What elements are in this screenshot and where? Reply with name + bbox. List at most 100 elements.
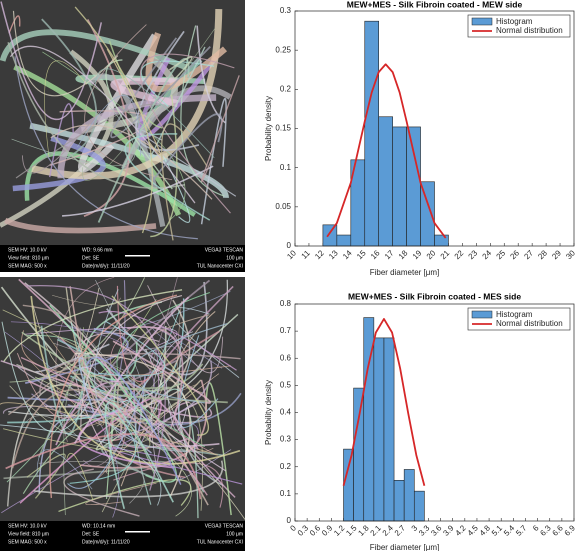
fiber — [145, 32, 228, 93]
plot-area — [295, 304, 574, 521]
sem-image: SEM HV: 10.0 kV WD: 9.66 mm VEGA3 TESCAN Vi… — [0, 0, 245, 272]
bar — [343, 448, 354, 522]
x-axis-label: Fiber diameter [μm] — [370, 543, 440, 551]
x-tick-label: 24 — [481, 248, 494, 261]
fiber — [16, 353, 92, 419]
info-text: VEGA3 TESCAN — [205, 247, 244, 253]
x-tick-label: 21 — [439, 248, 452, 261]
y-axis-label: Probability density — [264, 380, 273, 445]
fiber — [0, 402, 219, 456]
info-bar — [0, 521, 245, 551]
fiber — [40, 325, 86, 435]
bar — [406, 126, 421, 247]
x-tick-label: 20 — [425, 248, 438, 261]
plot-frame — [294, 10, 575, 247]
fiber — [106, 48, 161, 156]
fiber — [78, 408, 175, 469]
x-tick-label: 0 — [288, 523, 298, 533]
fiber — [8, 15, 21, 34]
fiber — [42, 51, 186, 221]
legend-box — [467, 14, 571, 38]
fiber — [168, 56, 193, 81]
fiber — [94, 68, 215, 159]
fiber — [4, 331, 120, 518]
legend-swatch — [471, 310, 493, 319]
y-tick-label: 0.05 — [275, 202, 291, 211]
fiber — [0, 29, 188, 71]
legend-box — [467, 307, 571, 331]
fiber — [84, 24, 173, 181]
fiber — [60, 383, 199, 433]
info-text: 100 μm — [226, 531, 243, 537]
legend-swatch — [471, 17, 493, 26]
fiber — [82, 28, 216, 181]
info-text: VEGA3 TESCAN — [205, 523, 244, 529]
x-tick-label: 29 — [550, 248, 563, 261]
fiber — [150, 331, 194, 471]
y-tick-label: 0.1 — [280, 163, 292, 172]
x-tick-label: 22 — [453, 248, 466, 261]
fiber — [137, 56, 218, 141]
fiber — [116, 292, 210, 448]
y-tick-label: 0.3 — [280, 435, 292, 444]
y-tick-label: 0.2 — [280, 462, 292, 471]
bar — [392, 126, 407, 247]
y-tick-label: 0 — [287, 241, 292, 250]
fiber — [116, 380, 209, 506]
fiber — [127, 326, 184, 430]
info-text: TUL Nanocenter CXI — [197, 263, 243, 269]
fiber — [52, 294, 121, 306]
fiber — [171, 307, 240, 378]
fiber — [83, 18, 131, 218]
fiber — [108, 330, 220, 479]
fiber — [8, 279, 228, 417]
fiber — [149, 349, 160, 436]
fiber — [14, 56, 198, 240]
x-tick-label: 27 — [522, 248, 535, 261]
x-tick-label: 11 — [300, 248, 313, 261]
info-text: TUL Nanocenter CXI — [197, 539, 243, 545]
bar — [373, 337, 385, 522]
scale-bar — [125, 531, 150, 533]
fiber — [3, 289, 183, 363]
bar — [434, 234, 449, 247]
sem-image: SEM HV: 10.0 kV WD: 10.14 mm VEGA3 TESCAN V… — [0, 276, 246, 551]
bar — [378, 116, 393, 247]
y-tick-label: 0.8 — [280, 299, 292, 308]
y-axis-label: Probability density — [264, 96, 273, 161]
chart-title: MEW+MES - Silk Fibroin coated - MES side — [348, 291, 521, 301]
x-tick-label: 30 — [564, 248, 577, 261]
fiber — [124, 133, 211, 221]
y-tick-label: 0.3 — [280, 6, 292, 15]
bar — [364, 20, 379, 247]
fiber — [78, 357, 95, 413]
info-text: SEM MAG: 500 x — [8, 539, 47, 545]
fiber — [62, 165, 214, 217]
fiber — [20, 356, 208, 496]
info-text: SEM HV: 10.0 kV — [8, 523, 47, 529]
x-tick-label: 23 — [467, 248, 480, 261]
fiber — [4, 217, 157, 234]
fiber — [66, 453, 94, 500]
fiber — [5, 433, 202, 500]
fiber — [0, 1, 103, 121]
x-tick-label: 19 — [411, 248, 424, 261]
fiber — [205, 382, 232, 516]
normal-curve — [326, 63, 447, 239]
fiber — [21, 111, 100, 174]
fiber — [200, 75, 240, 183]
fiber — [135, 30, 200, 152]
x-tick-label: 3 — [410, 523, 420, 533]
fiber — [73, 296, 190, 445]
fiber — [49, 304, 178, 483]
fiber — [12, 135, 106, 192]
x-tick-label: 16 — [369, 248, 382, 261]
legend-label: Histogram — [496, 17, 533, 26]
info-text: SEM HV: 10.0 kV — [8, 247, 47, 253]
fiber — [177, 335, 219, 428]
fiber — [98, 310, 237, 371]
y-tick-label: 0.2 — [280, 84, 292, 93]
x-tick-label: 12 — [313, 248, 326, 261]
fiber — [50, 124, 213, 200]
